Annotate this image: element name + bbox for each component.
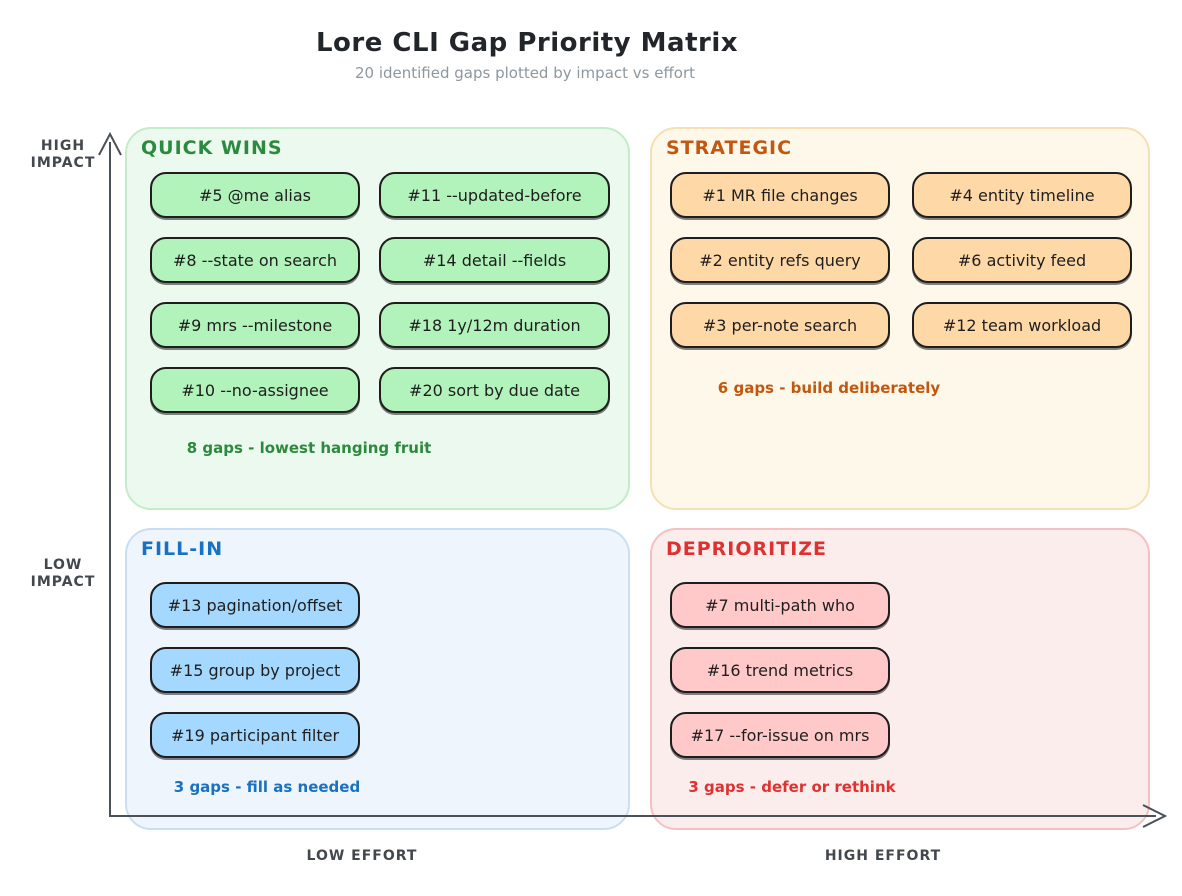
- strategic-pill-grid: #1 MR file changes #4 entity timeline #2…: [670, 172, 1132, 348]
- impact-axis-arrow-icon: [98, 131, 122, 156]
- page-title: Lore CLI Gap Priority Matrix: [315, 28, 739, 58]
- quadrant-strategic: STRATEGIC #1 MR file changes #4 entity t…: [650, 127, 1150, 510]
- gap-1: #1 MR file changes: [670, 172, 890, 218]
- x-axis-low-effort-label: LOW EFFORT: [306, 848, 418, 864]
- page-subtitle: 20 identified gaps plotted by impact vs …: [354, 64, 696, 82]
- gap-2: #2 entity refs query: [670, 237, 890, 283]
- gap-8: #8 --state on search: [150, 237, 360, 283]
- y-axis-high-impact-label: HIGH IMPACT: [30, 138, 96, 171]
- quadrant-fill-in-caption: 3 gaps - fill as needed: [173, 778, 361, 796]
- quadrant-deprioritize: DEPRIORITIZE #7 multi-path who #16 trend…: [650, 528, 1150, 830]
- quadrant-fill-in: FILL-IN #13 pagination/offset #15 group …: [125, 528, 630, 830]
- quadrant-deprioritize-label: DEPRIORITIZE: [666, 538, 828, 560]
- gap-7: #7 multi-path who: [670, 582, 890, 628]
- gap-19: #19 participant filter: [150, 712, 360, 758]
- gap-6: #6 activity feed: [912, 237, 1132, 283]
- gap-13: #13 pagination/offset: [150, 582, 360, 628]
- gap-11: #11 --updated-before: [379, 172, 610, 218]
- quick-wins-pill-grid: #5 @me alias #11 --updated-before #8 --s…: [150, 172, 610, 413]
- gap-10: #10 --no-assignee: [150, 367, 360, 413]
- quadrant-strategic-label: STRATEGIC: [666, 137, 793, 159]
- gap-18: #18 1y/12m duration: [379, 302, 610, 348]
- x-axis-high-effort-label: HIGH EFFORT: [824, 848, 942, 864]
- fill-in-pill-grid: #13 pagination/offset #15 group by proje…: [150, 582, 360, 758]
- quadrant-deprioritize-caption: 3 gaps - defer or rethink: [688, 778, 896, 796]
- y-axis-low-impact-label: LOW IMPACT: [30, 557, 96, 590]
- quadrant-quick-wins: QUICK WINS #5 @me alias #11 --updated-be…: [125, 127, 630, 510]
- deprioritize-pill-grid: #7 multi-path who #16 trend metrics #17 …: [670, 582, 890, 758]
- gap-4: #4 entity timeline: [912, 172, 1132, 218]
- gap-17: #17 --for-issue on mrs: [670, 712, 890, 758]
- gap-16: #16 trend metrics: [670, 647, 890, 693]
- gap-15: #15 group by project: [150, 647, 360, 693]
- gap-20: #20 sort by due date: [379, 367, 610, 413]
- quadrant-fill-in-label: FILL-IN: [141, 538, 224, 560]
- gap-14: #14 detail --fields: [379, 237, 610, 283]
- gap-12: #12 team workload: [912, 302, 1132, 348]
- gap-3: #3 per-note search: [670, 302, 890, 348]
- quadrant-quick-wins-caption: 8 gaps - lowest hanging fruit: [186, 439, 432, 457]
- gap-5: #5 @me alias: [150, 172, 360, 218]
- quadrant-strategic-caption: 6 gaps - build deliberately: [717, 379, 941, 397]
- quadrant-quick-wins-label: QUICK WINS: [141, 137, 283, 159]
- gap-9: #9 mrs --milestone: [150, 302, 360, 348]
